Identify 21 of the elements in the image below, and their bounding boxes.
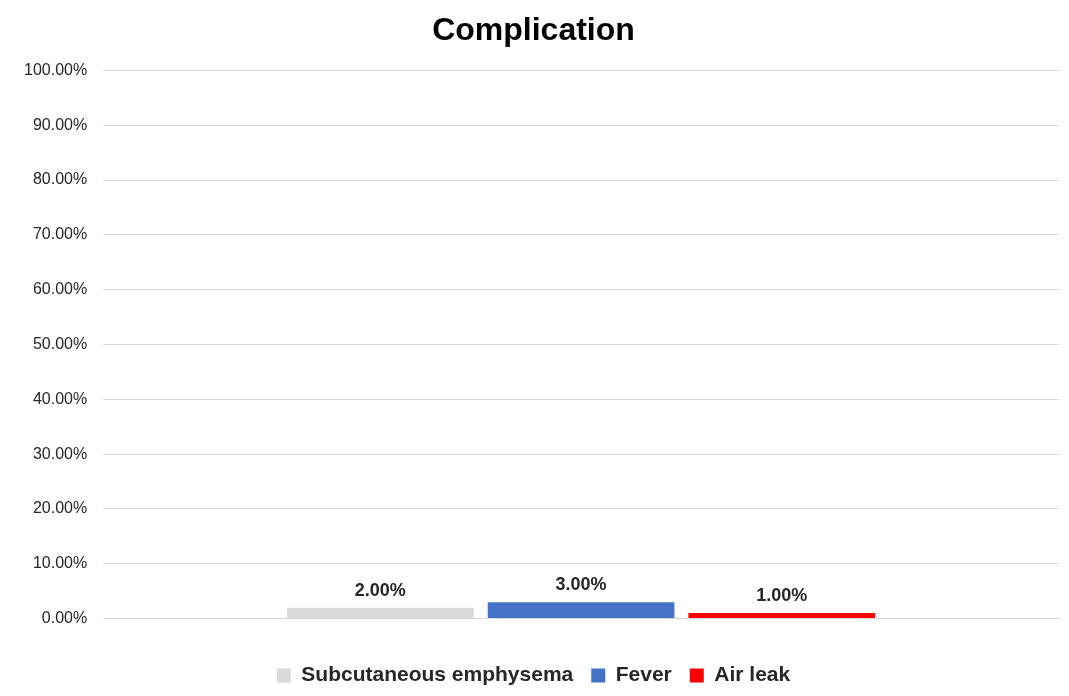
y-tick-label: 80.00% — [32, 170, 88, 188]
chart-title: Complication — [432, 11, 635, 48]
y-tick-label: 0.00% — [41, 609, 88, 627]
bar — [688, 613, 876, 619]
y-tick-label: 10.00% — [32, 554, 88, 572]
y-tick-label: 20.00% — [32, 499, 88, 517]
y-tick-label: 30.00% — [32, 444, 88, 462]
legend-label: Fever — [615, 662, 672, 686]
legend-label: Subcutaneous emphysema — [301, 662, 574, 686]
y-tick-label: 50.00% — [32, 334, 88, 352]
data-label: 3.00% — [555, 574, 607, 595]
y-tick-label: 100.00% — [23, 60, 88, 78]
y-tick-label: 70.00% — [32, 225, 88, 243]
y-tick-label: 40.00% — [32, 389, 88, 407]
bar — [487, 602, 675, 619]
y-tick-label: 90.00% — [32, 115, 88, 133]
data-label: 2.00% — [354, 579, 406, 600]
bar — [287, 607, 474, 619]
legend-label: Air leak — [714, 662, 791, 686]
data-label: 1.00% — [756, 585, 808, 606]
y-tick-label: 60.00% — [32, 280, 88, 298]
